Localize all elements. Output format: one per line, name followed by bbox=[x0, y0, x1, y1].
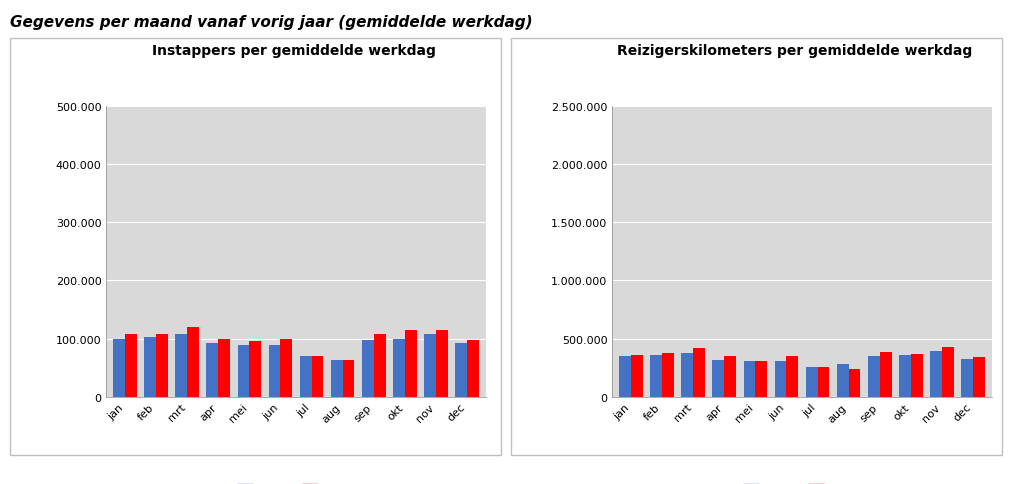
Bar bbox=[817, 368, 829, 397]
Bar bbox=[392, 339, 404, 397]
Bar bbox=[754, 362, 766, 397]
Bar bbox=[630, 355, 642, 397]
Bar bbox=[218, 339, 229, 397]
Bar bbox=[268, 346, 280, 397]
Text: ⊞: ⊞ bbox=[35, 58, 57, 82]
Bar bbox=[124, 335, 136, 397]
Bar bbox=[680, 353, 693, 397]
Bar bbox=[941, 347, 953, 397]
Bar bbox=[910, 354, 922, 397]
Bar bbox=[206, 343, 218, 397]
Bar bbox=[712, 360, 724, 397]
Bar bbox=[343, 360, 354, 397]
Bar bbox=[331, 360, 343, 397]
Bar bbox=[187, 327, 199, 397]
Bar bbox=[929, 351, 941, 397]
Bar bbox=[898, 356, 910, 397]
Bar bbox=[867, 356, 879, 397]
Bar bbox=[786, 356, 798, 397]
Bar bbox=[661, 354, 673, 397]
Bar bbox=[373, 334, 385, 397]
Bar bbox=[773, 361, 786, 397]
Bar bbox=[249, 341, 261, 397]
Bar bbox=[619, 356, 630, 397]
Bar bbox=[848, 370, 859, 397]
Bar bbox=[693, 348, 705, 397]
Text: ⊞: ⊞ bbox=[541, 58, 562, 82]
Bar bbox=[175, 335, 187, 397]
Bar bbox=[113, 339, 124, 397]
Bar bbox=[404, 330, 417, 397]
Text: Reizigerskilometers per gemiddelde werkdag: Reizigerskilometers per gemiddelde werkd… bbox=[616, 44, 972, 58]
Bar bbox=[879, 352, 891, 397]
Bar bbox=[362, 340, 373, 397]
Text: Gegevens per maand vanaf vorig jaar (gemiddelde werkdag): Gegevens per maand vanaf vorig jaar (gem… bbox=[10, 15, 532, 30]
Bar bbox=[424, 335, 436, 397]
Bar bbox=[973, 358, 984, 397]
Bar bbox=[280, 339, 292, 397]
Bar bbox=[960, 359, 973, 397]
Bar bbox=[455, 344, 467, 397]
Bar bbox=[743, 361, 754, 397]
Bar bbox=[650, 355, 661, 397]
Bar bbox=[311, 356, 324, 397]
Bar bbox=[467, 341, 478, 397]
Bar bbox=[238, 346, 249, 397]
Bar bbox=[299, 356, 311, 397]
Bar bbox=[805, 367, 817, 397]
Bar bbox=[724, 356, 735, 397]
Bar bbox=[436, 330, 447, 397]
Bar bbox=[144, 337, 156, 397]
Bar bbox=[156, 334, 168, 397]
Bar bbox=[836, 364, 848, 397]
Text: Instappers per gemiddelde werkdag: Instappers per gemiddelde werkdag bbox=[152, 44, 435, 58]
